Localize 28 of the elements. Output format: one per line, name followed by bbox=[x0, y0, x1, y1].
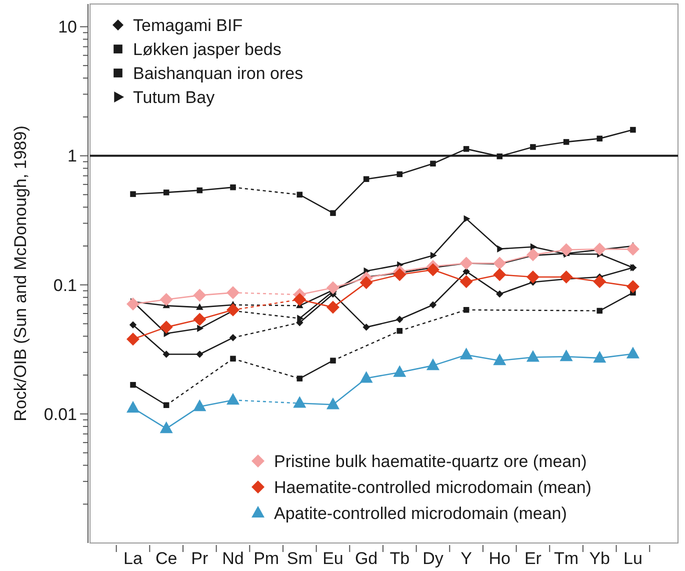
legend-label: Løkken jasper beds bbox=[133, 40, 282, 59]
x-tick-label: Gd bbox=[354, 548, 378, 568]
x-tick-label: Tm bbox=[554, 548, 579, 568]
x-tick-label: Pr bbox=[191, 548, 208, 568]
x-tick-label: Nd bbox=[222, 548, 244, 568]
x-tick-label: Y bbox=[460, 548, 472, 568]
legend-label: Baishanquan iron ores bbox=[133, 64, 304, 83]
legend-label: Temagami BIF bbox=[133, 16, 243, 35]
x-tick-label: Ce bbox=[155, 548, 178, 568]
legend-label: Haematite-controlled microdomain (mean) bbox=[274, 478, 592, 497]
legend-label: Pristine bulk haematite-quartz ore (mean) bbox=[274, 452, 587, 471]
y-tick-label: 0.01 bbox=[44, 404, 77, 424]
x-tick-label: Eu bbox=[322, 548, 344, 568]
x-tick-label: Pm bbox=[254, 548, 280, 568]
x-tick-label: Tb bbox=[390, 548, 410, 568]
x-tick-label: La bbox=[124, 548, 143, 568]
legend-label: Tutum Bay bbox=[133, 88, 216, 107]
legend-label: Apatite-controlled microdomain (mean) bbox=[274, 504, 567, 523]
y-axis-title: Rock/OIB (Sun and McDonough, 1989) bbox=[10, 126, 30, 422]
y-tick-label: 1 bbox=[68, 146, 77, 166]
y-tick-label: 0.1 bbox=[53, 276, 77, 295]
y-tick-label: 10 bbox=[58, 18, 77, 37]
x-tick-label: Sm bbox=[286, 548, 312, 568]
x-tick-label: Dy bbox=[422, 548, 444, 568]
x-tick-label: Ho bbox=[488, 548, 510, 568]
x-tick-label: Yb bbox=[589, 548, 610, 568]
x-tick-label: Er bbox=[524, 548, 542, 568]
x-tick-label: Lu bbox=[623, 548, 642, 568]
